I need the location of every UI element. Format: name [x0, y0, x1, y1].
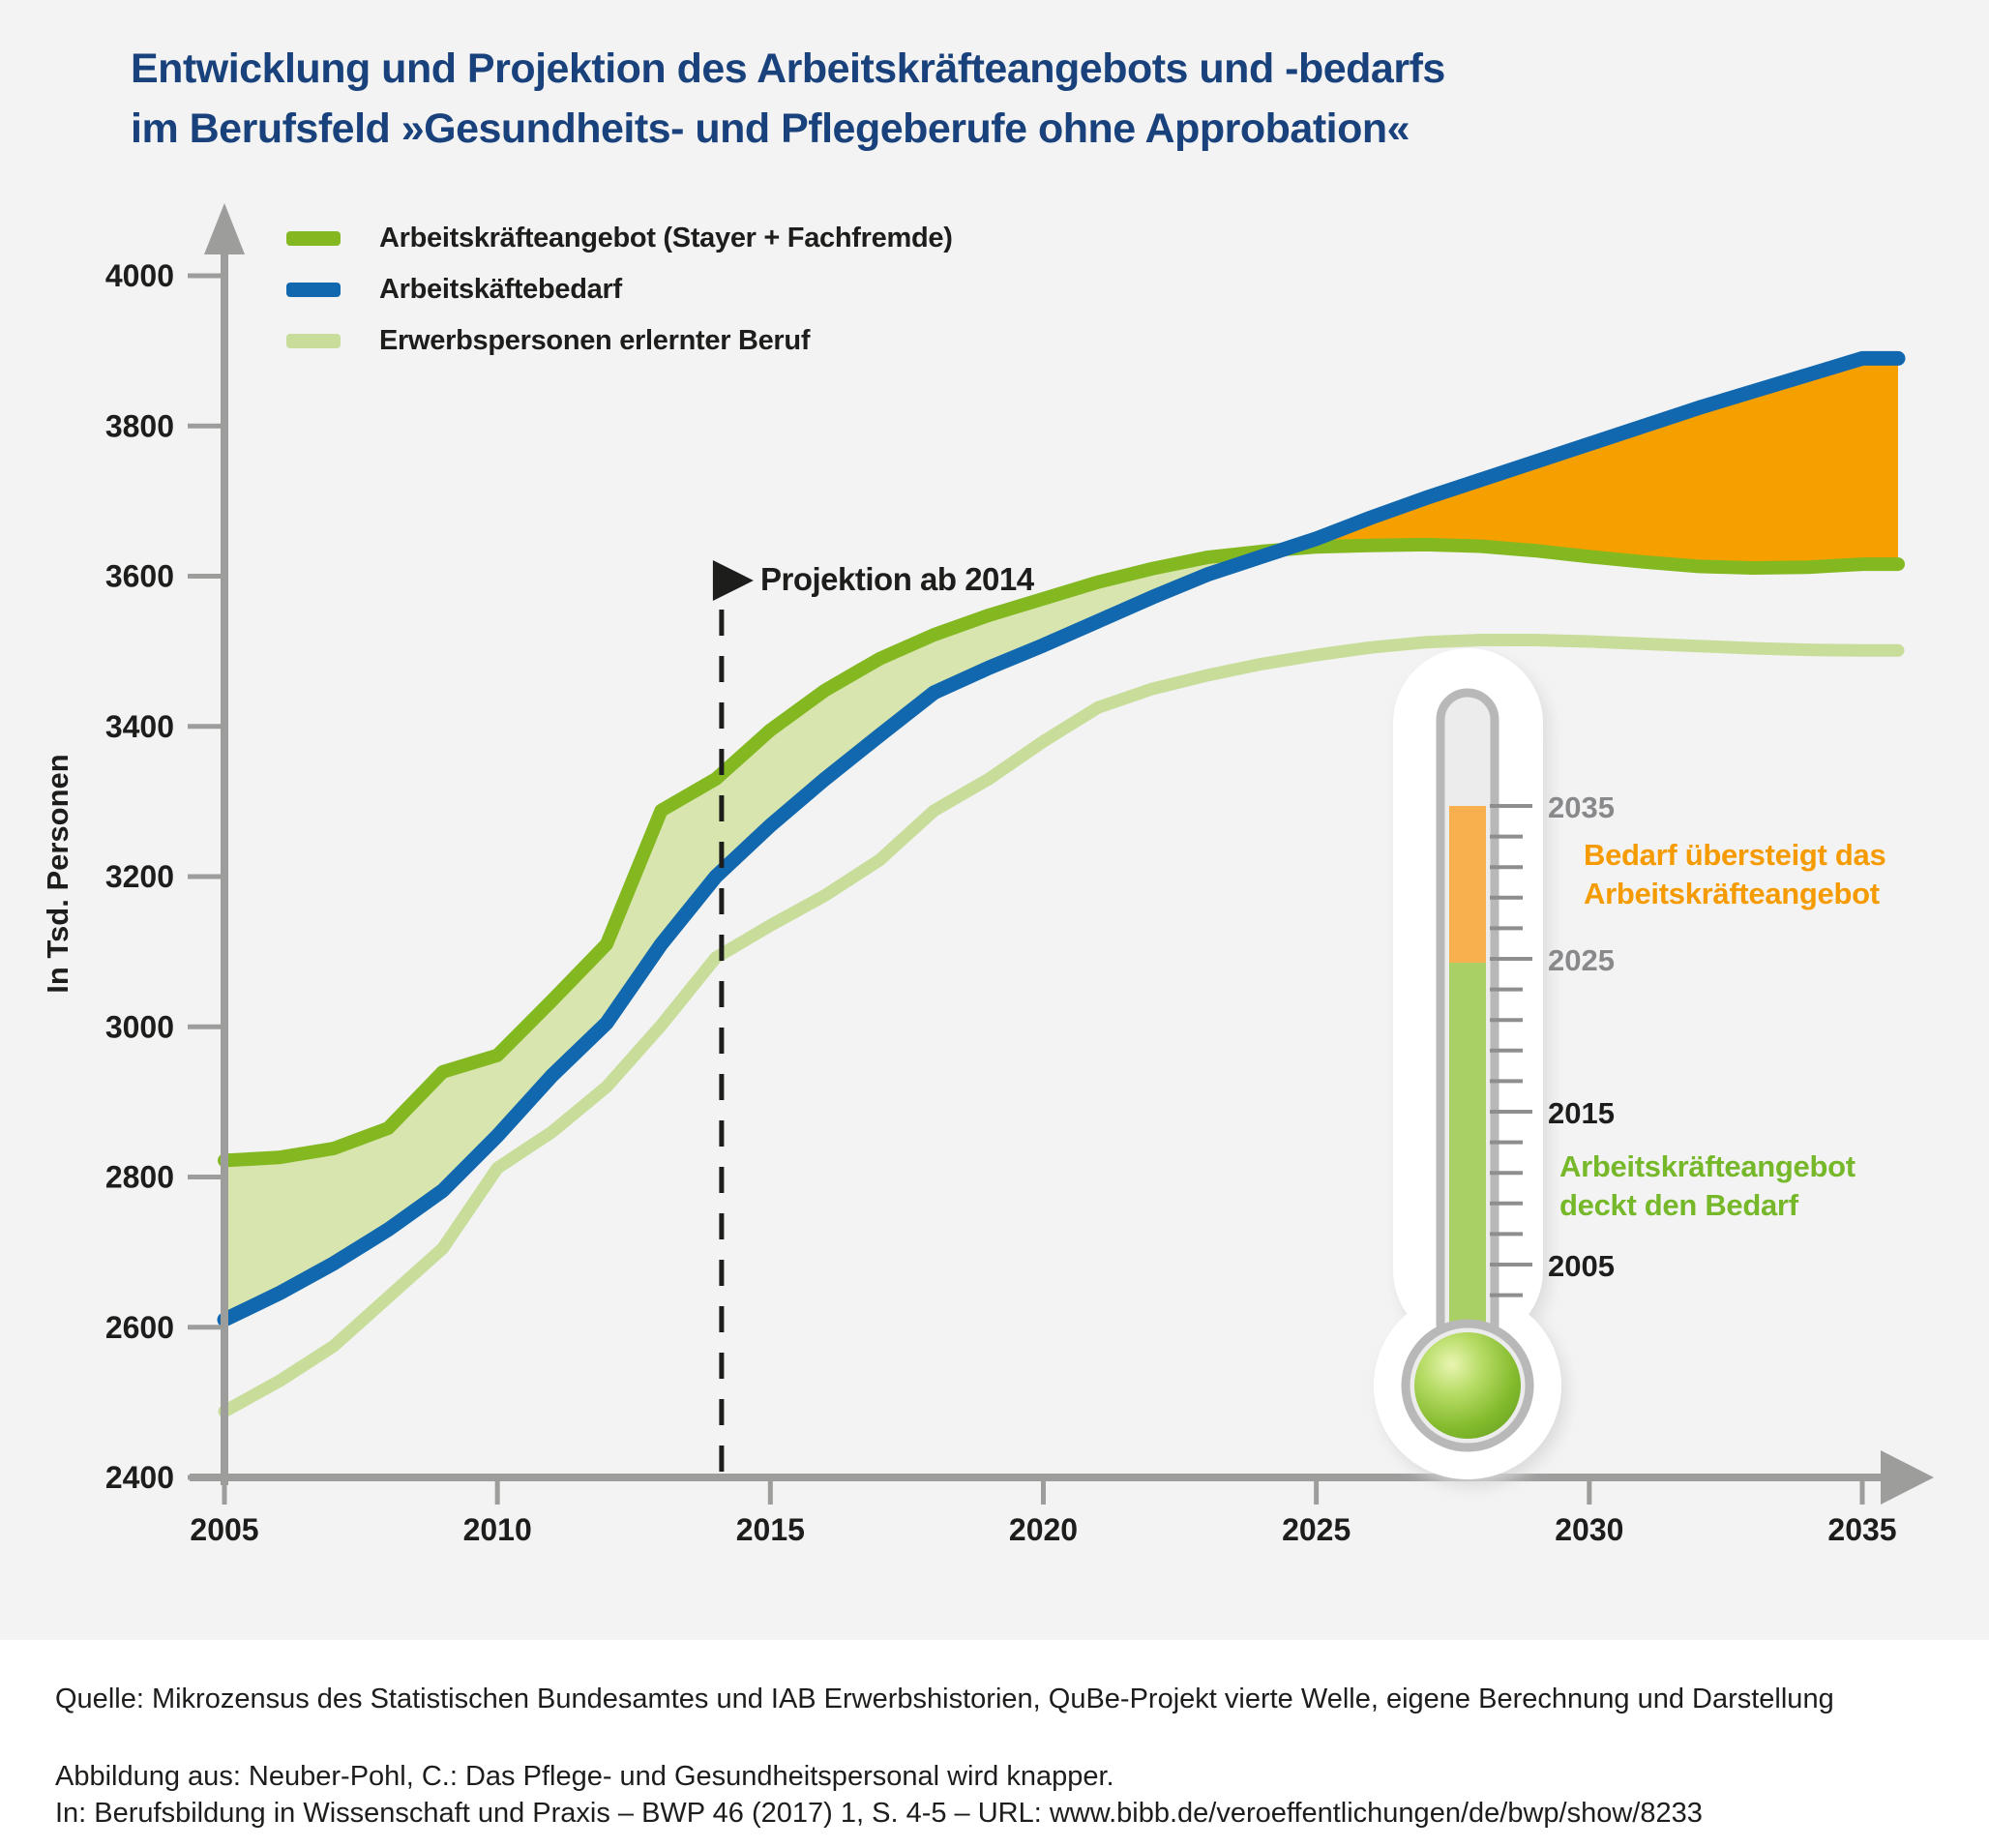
demand-gap-area [1283, 358, 1898, 568]
x-tick-label: 2015 [736, 1512, 805, 1547]
x-tick-label: 2005 [190, 1512, 258, 1547]
y-tick-label: 3800 [105, 408, 174, 443]
y-axis-arrow-icon [204, 203, 245, 254]
page-title-line1: Entwicklung und Projektion des Arbeitskr… [131, 45, 1445, 92]
thermometer-orange-fluid [1449, 806, 1486, 963]
thermometer-scale-label: 2025 [1548, 943, 1615, 977]
projection-pointer-icon [712, 560, 754, 601]
page-title-line2: im Berufsfeld »Gesundheits- und Pflegebe… [131, 105, 1410, 152]
demand-exceeds-supply-note: Bedarf übersteigt das Arbeitskräfteangeb… [1584, 838, 1886, 910]
chart-legend: Arbeitskräfteangebot (Stayer + Fachfremd… [286, 213, 953, 367]
x-tick-label: 2020 [1009, 1512, 1078, 1547]
learned-occupation-line [218, 634, 1905, 1418]
y-tick-label: 2800 [105, 1160, 174, 1195]
thermometer-scale-label: 2005 [1548, 1249, 1615, 1283]
y-tick-label: 3000 [105, 1009, 174, 1044]
source-line: Quelle: Mikrozensus des Statistischen Bu… [55, 1684, 1834, 1714]
source-block: Quelle: Mikrozensus des Statistischen Bu… [55, 1681, 1942, 1832]
y-axis-title: In Tsd. Personen [41, 754, 74, 994]
attribution-line2: In: Berufsbildung in Wissenschaft und Pr… [55, 1798, 1703, 1829]
legend-label: Arbeitskräfteangebot (Stayer + Fachfremd… [379, 223, 953, 253]
thermometer: 2035 2025 2015 2005 [1374, 648, 1615, 1487]
thermometer-bulb [1414, 1332, 1521, 1439]
y-tick-label: 4000 [105, 258, 174, 293]
x-tick-label: 2025 [1282, 1512, 1351, 1547]
x-axis-arrow-icon [1881, 1450, 1934, 1505]
learned-occupation-line-swatch [286, 334, 341, 348]
legend-label: Erwerbspersonen erlernter Beruf [379, 325, 811, 356]
y-tick-label: 3600 [105, 559, 174, 594]
legend-item-learned-occupation: Erwerbspersonen erlernter Beruf [286, 315, 953, 367]
thermometer-scale-label: 2015 [1548, 1096, 1615, 1130]
thermometer-green-fluid [1449, 963, 1486, 1374]
supply-line [218, 537, 1905, 1168]
x-tick-label: 2035 [1827, 1512, 1896, 1547]
demand-line-swatch [286, 283, 341, 297]
projection-start-label: Projektion ab 2014 [760, 561, 1034, 597]
y-tick-label: 2400 [105, 1460, 174, 1495]
legend-item-demand: Arbeitskäftebedarf [286, 264, 953, 315]
legend-item-supply: Arbeitskräfteangebot (Stayer + Fachfremd… [286, 213, 953, 264]
x-tick-label: 2030 [1555, 1512, 1623, 1547]
legend-label: Arbeitskäftebedarf [379, 274, 622, 305]
y-tick-label: 2600 [105, 1310, 174, 1345]
supply-covers-demand-note: Arbeitskräfteangebot deckt den Bedarf [1559, 1149, 1855, 1222]
x-tick-label: 2010 [463, 1512, 532, 1547]
y-tick-label: 3200 [105, 859, 174, 894]
chart-canvas: 2400 2600 2800 3000 3200 3400 3600 3800 4000 2005… [105, 203, 1934, 1547]
y-tick-label: 3400 [105, 709, 174, 744]
demand-line [217, 350, 1906, 1327]
supply-line-swatch [286, 231, 341, 246]
attribution-block: Abbildung aus: Neuber-Pohl, C.: Das Pfle… [55, 1758, 1942, 1832]
page-title: Entwicklung und Projektion des Arbeitskr… [131, 39, 1775, 159]
thermometer-scale-label: 2035 [1548, 790, 1615, 824]
chart-panel: 2400 2600 2800 3000 3200 3400 3600 3800 4000 2005… [0, 0, 1989, 1640]
supply-surplus-area [224, 550, 1284, 1320]
attribution-line1: Abbildung aus: Neuber-Pohl, C.: Das Pfle… [55, 1761, 1114, 1792]
